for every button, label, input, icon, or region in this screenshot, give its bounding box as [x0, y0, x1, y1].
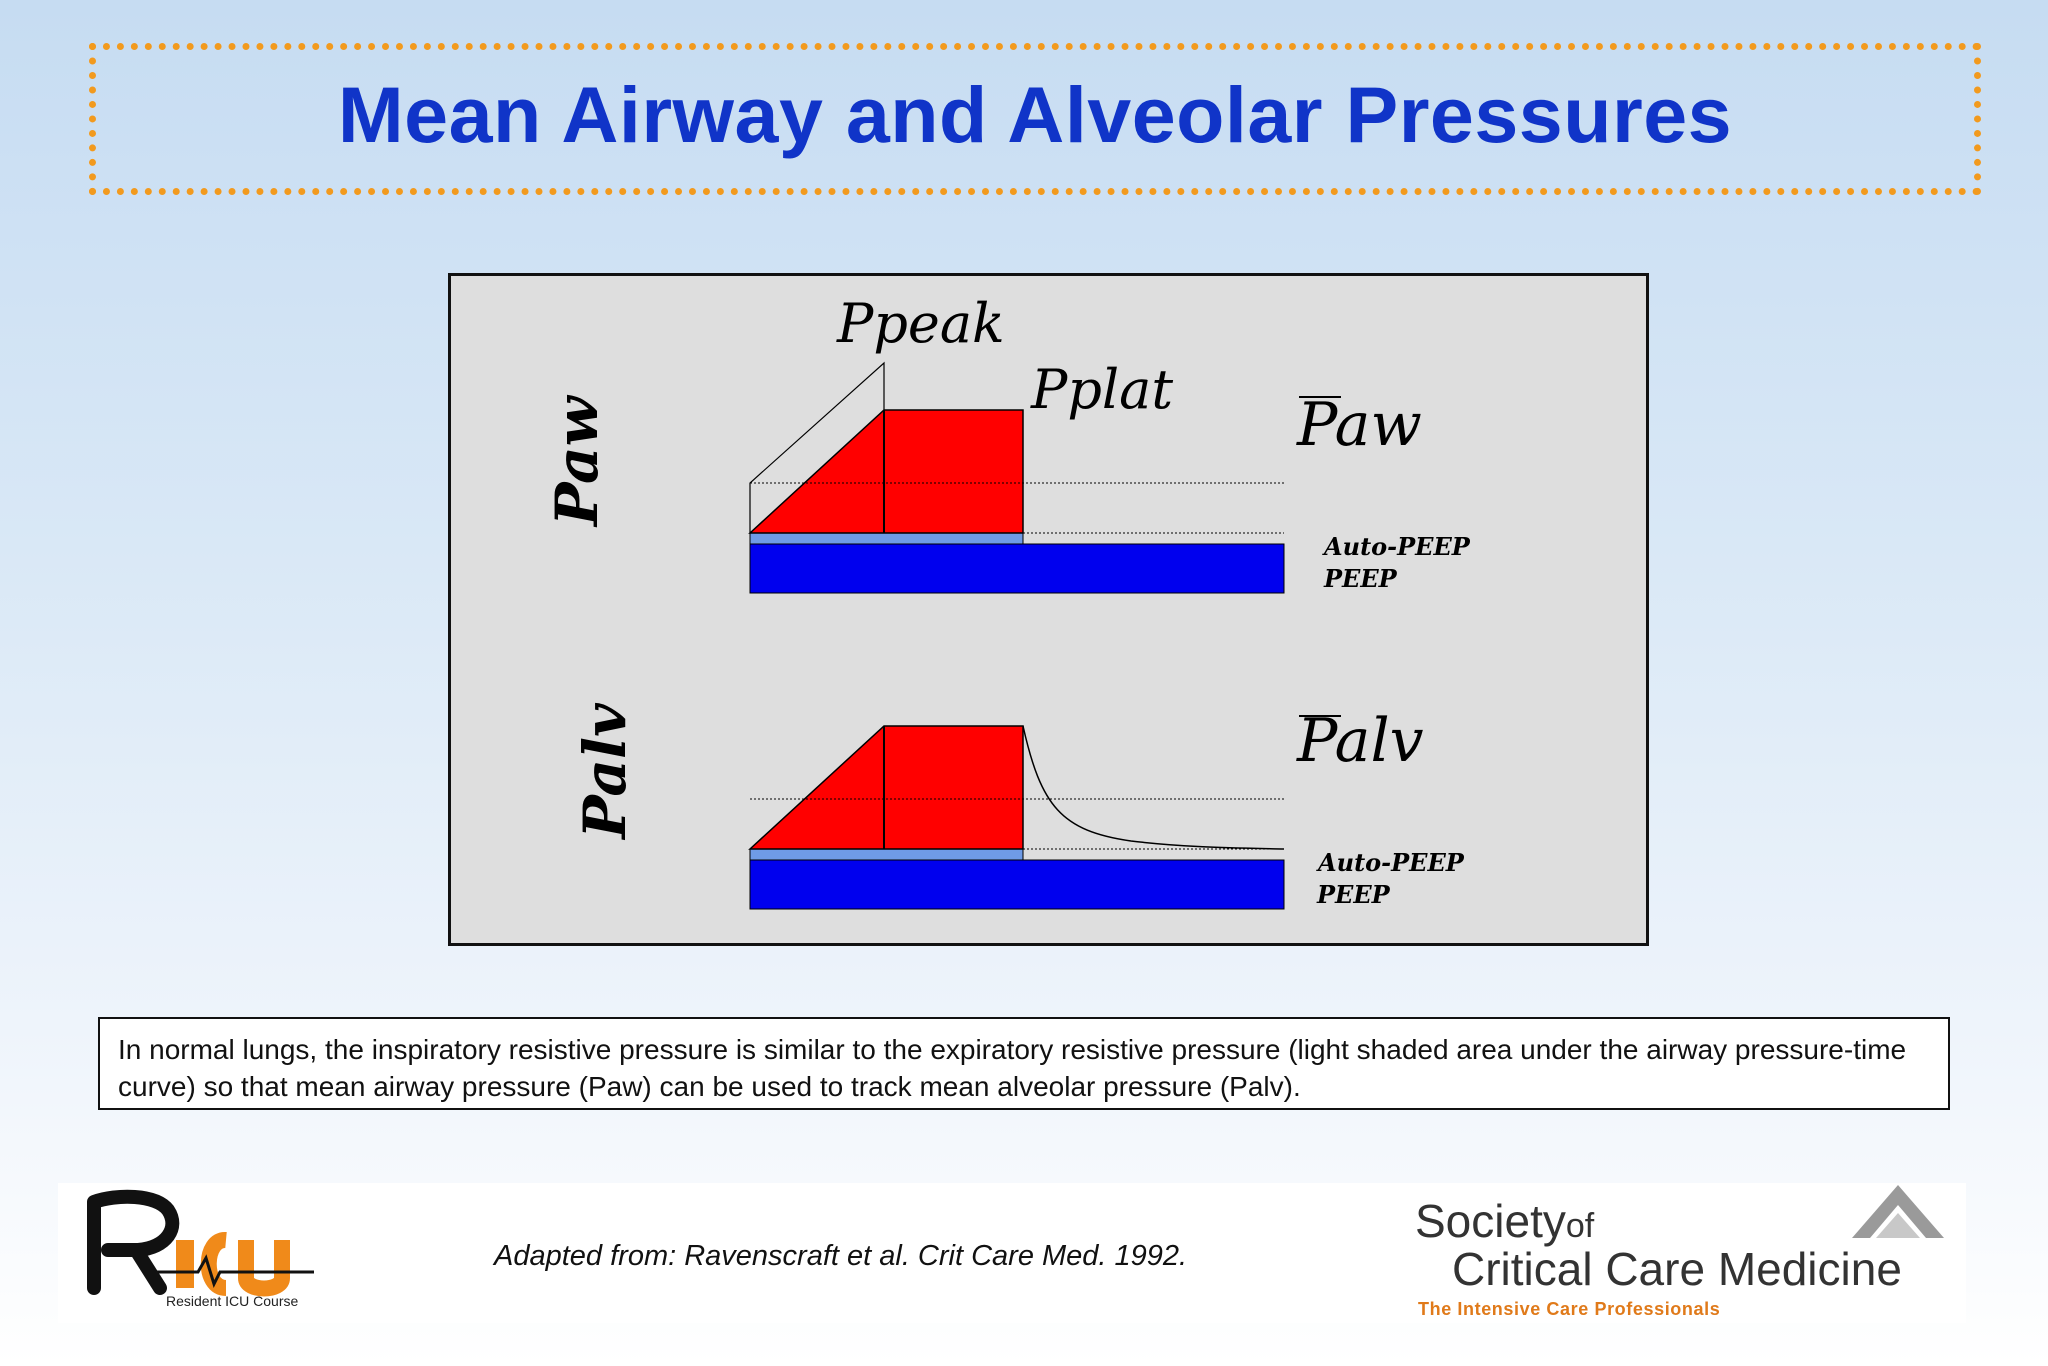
palv-mean-overline — [1299, 715, 1341, 717]
sccm-society-word: Society — [1415, 1195, 1566, 1247]
top-autopeep-bar — [749, 532, 1024, 545]
ricu-logo — [87, 1189, 314, 1297]
pressure-diagram: Ppeak Pplat Paw Palv Auto-PEEP PEEP Auto… — [448, 273, 1649, 946]
sccm-tagline: The Intensive Care Professionals — [1418, 1299, 1721, 1319]
top-peep-label: PEEP — [1324, 564, 1397, 593]
sccm-mountain-icon — [1852, 1185, 1944, 1238]
pressure-curves — [748, 361, 1285, 910]
paw-mean-label: Paw — [1297, 390, 1422, 460]
sccm-critical-care: Critical Care Medicine — [1452, 1243, 1902, 1295]
top-inspiratory-area — [748, 409, 1024, 534]
sccm-society: Societyof — [1415, 1194, 1594, 1248]
ppeak-label: Ppeak — [837, 292, 1005, 355]
citation: Adapted from: Ravenscraft et al. Crit Ca… — [494, 1240, 1188, 1272]
bottom-autopeep-label: Auto-PEEP — [1318, 848, 1464, 877]
sccm-of-word: of — [1565, 1207, 1595, 1245]
top-peep-bar — [749, 543, 1285, 594]
paw-mean-overline — [1299, 396, 1341, 398]
caption-box: In normal lungs, the inspiratory resisti… — [98, 1017, 1950, 1110]
palv-mean-label: Palv — [1297, 706, 1424, 776]
paw-axis-label: Paw — [543, 396, 611, 526]
top-peak-outline — [749, 361, 885, 533]
footer-band — [58, 1183, 1966, 1323]
top-autopeep-label: Auto-PEEP — [1324, 532, 1470, 561]
bottom-peep-label: PEEP — [1317, 880, 1390, 909]
bottom-decay-curve — [1022, 725, 1285, 850]
bottom-peep-bar — [749, 859, 1285, 910]
bottom-inspiratory-area — [748, 725, 1024, 850]
title-box: Mean Airway and Alveolar Pressures — [89, 43, 1981, 195]
bottom-autopeep-bar — [749, 848, 1024, 861]
ricu-subtitle: Resident ICU Course — [166, 1293, 299, 1309]
slide-title: Mean Airway and Alveolar Pressures — [337, 70, 1733, 159]
pplat-label: Pplat — [1031, 358, 1174, 421]
palv-axis-label: Palv — [571, 703, 639, 839]
